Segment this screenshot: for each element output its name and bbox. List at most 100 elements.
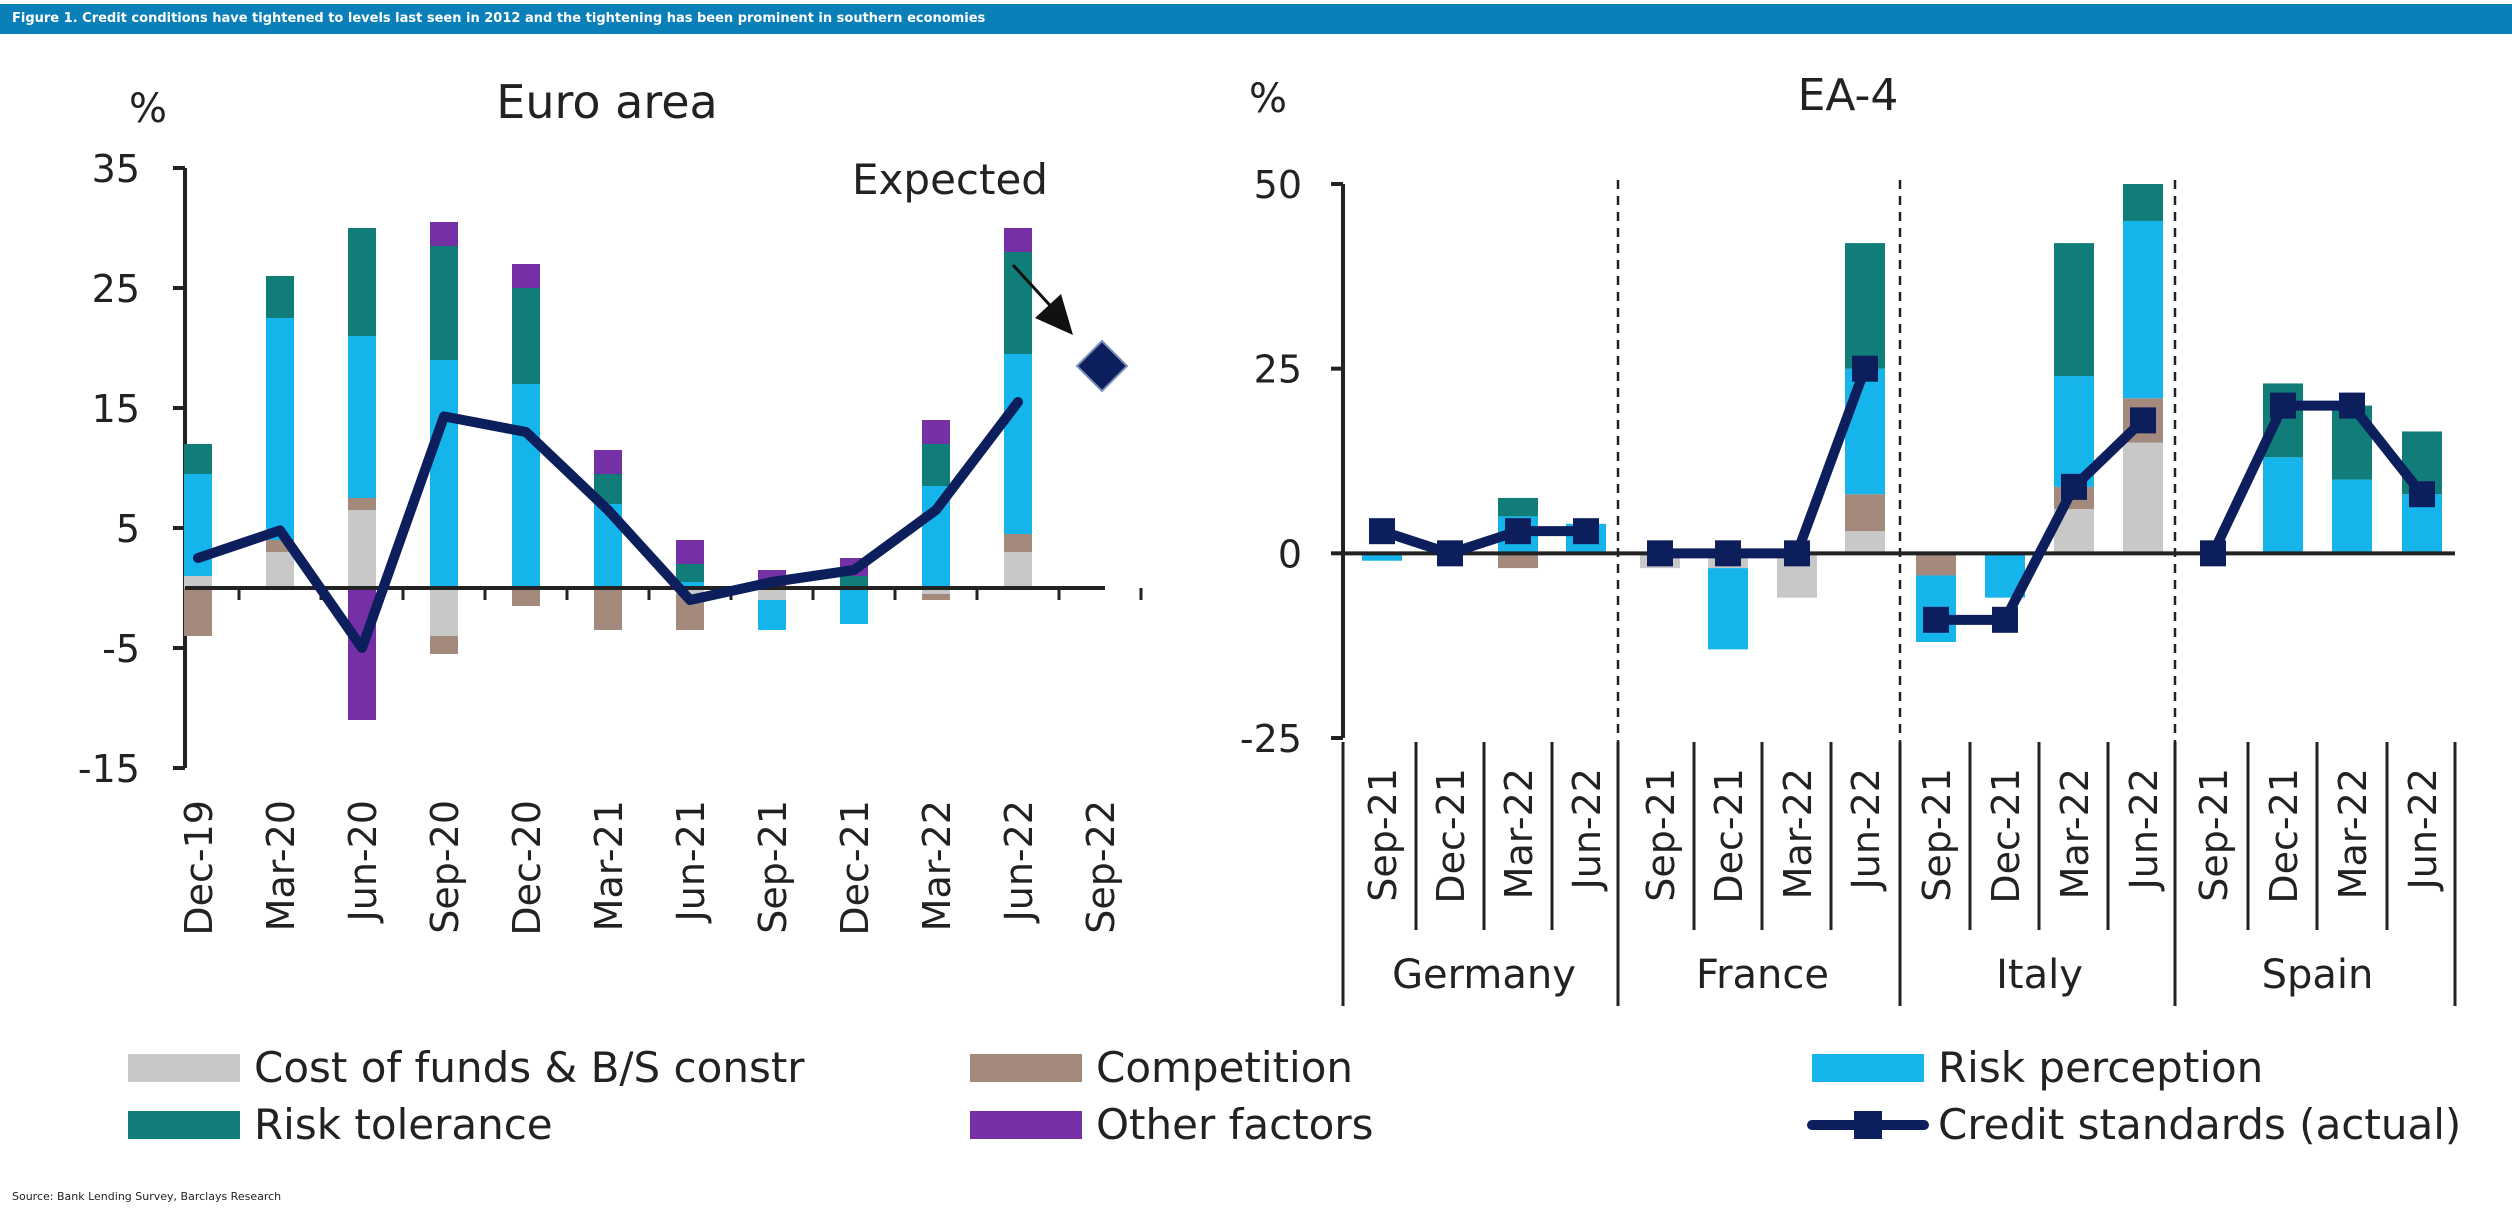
ea4-credit-standards-marker-10 xyxy=(2061,473,2087,500)
euro-y-tick-label-3: 5 xyxy=(116,507,140,551)
ea4-x-label-4: Sep-21 xyxy=(1639,768,1683,902)
ea4-x-label-5: Dec-21 xyxy=(1707,768,1751,904)
ea4-x-label-0: Sep-21 xyxy=(1361,768,1405,902)
legend-label-competition: Competition xyxy=(1096,1043,1353,1092)
euro-bar-risk_tolerance-0 xyxy=(184,444,212,474)
ea4-bar-risk_tolerance-7 xyxy=(1845,243,1885,369)
legend-swatch-competition xyxy=(970,1054,1082,1082)
ea4-bar-risk_perception-7 xyxy=(1845,368,1885,495)
ea4-credit-standards-marker-1 xyxy=(1437,540,1463,567)
euro-x-label-4: Dec-20 xyxy=(505,800,549,936)
ea4-credit-standards-marker-7 xyxy=(1852,355,1878,382)
euro-bar-risk_perception-7 xyxy=(758,600,786,630)
ea4-credit-standards-marker-0 xyxy=(1369,518,1395,545)
euro-bar-other_factors-9 xyxy=(922,420,950,444)
ea4-bar-risk_perception-14 xyxy=(2332,479,2372,554)
euro-expected-arrow-head xyxy=(1035,294,1073,335)
euro-x-label-3: Sep-20 xyxy=(423,800,467,934)
euro-y-tick-label-4: -5 xyxy=(102,627,140,671)
euro-bar-risk_tolerance-4 xyxy=(512,288,540,384)
ea4-credit-standards-line-2 xyxy=(1936,416,2147,625)
euro-chart-title: Euro area xyxy=(496,75,717,129)
ea4-bar-competition-2 xyxy=(1498,553,1538,569)
ea4-credit-standards-marker-11 xyxy=(2130,407,2156,434)
ea4-x-label-2: Mar-22 xyxy=(1497,768,1541,899)
euro-y-tick-label-0: 35 xyxy=(92,147,140,191)
euro-x-label-2: Jun-20 xyxy=(341,800,385,923)
ea4-bar-risk_perception-5 xyxy=(1708,568,1748,650)
ea4-bar-competition-7 xyxy=(1845,494,1885,532)
euro-bar-cost_of_funds-2 xyxy=(348,510,376,588)
ea4-x-label-9: Dec-21 xyxy=(1984,768,2028,904)
ea4-credit-standards-marker-3 xyxy=(1573,518,1599,545)
ea4-bar-risk_perception-13 xyxy=(2263,457,2303,554)
ea4-bar-cost_of_funds-11 xyxy=(2123,442,2163,554)
ea4-credit-standards-marker-8 xyxy=(1923,606,1949,633)
ea4-x-label-10: Mar-22 xyxy=(2053,768,2097,899)
euro-bar-cost_of_funds-7 xyxy=(758,588,786,600)
euro-bar-other_factors-10 xyxy=(1004,228,1032,252)
euro-bar-competition-5 xyxy=(594,588,622,630)
ea4-bar-risk_tolerance-2 xyxy=(1498,497,1538,517)
ea4-x-label-3: Jun-22 xyxy=(1565,768,1609,891)
euro-expected-label: Expected xyxy=(852,155,1048,204)
euro-bar-other_factors-6 xyxy=(676,540,704,564)
ea4-bar-competition-8 xyxy=(1916,553,1956,576)
euro-x-label-8: Dec-21 xyxy=(833,800,877,936)
euro-bar-other_factors-5 xyxy=(594,450,622,474)
ea4-credit-standards-marker-4 xyxy=(1647,540,1673,567)
euro-bar-risk_tolerance-8 xyxy=(840,576,868,588)
euro-bar-competition-2 xyxy=(348,498,376,510)
euro-x-label-0: Dec-19 xyxy=(177,800,221,936)
ea4-x-label-1: Dec-21 xyxy=(1429,768,1473,904)
ea4-credit-standards-marker-5 xyxy=(1715,540,1741,567)
ea4-x-label-11: Jun-22 xyxy=(2122,768,2166,891)
euro-bar-risk_tolerance-3 xyxy=(430,246,458,360)
figure-title: Figure 1. Credit conditions have tighten… xyxy=(0,4,2512,34)
ea4-x-label-12: Sep-21 xyxy=(2192,768,2236,902)
euro-x-label-11: Sep-22 xyxy=(1079,800,1123,934)
ea4-chart-ylabel: % xyxy=(1249,76,1287,122)
euro-x-label-6: Jun-21 xyxy=(669,800,713,923)
euro-chart-ylabel: % xyxy=(129,86,167,132)
euro-bar-cost_of_funds-3 xyxy=(430,588,458,636)
legend-label-risk_perception: Risk perception xyxy=(1938,1043,2263,1092)
euro-bar-risk_tolerance-1 xyxy=(266,276,294,318)
euro-bar-risk_tolerance-2 xyxy=(348,228,376,336)
ea4-group-label-1: France xyxy=(1696,952,1829,998)
euro-bar-risk_tolerance-9 xyxy=(922,444,950,486)
legend-label-other_factors: Other factors xyxy=(1096,1100,1374,1149)
ea4-bar-risk_tolerance-10 xyxy=(2054,243,2094,377)
ea4-x-label-15: Jun-22 xyxy=(2401,768,2445,891)
euro-bar-risk_perception-8 xyxy=(840,588,868,624)
euro-bar-cost_of_funds-6 xyxy=(676,588,704,594)
ea4-credit-standards-line-1 xyxy=(1660,366,1870,559)
ea4-y-tick-label-2: 0 xyxy=(1278,532,1302,576)
ea4-credit-standards-marker-13 xyxy=(2270,392,2296,419)
euro-bar-cost_of_funds-1 xyxy=(266,552,294,588)
euro-x-label-7: Sep-21 xyxy=(751,800,795,934)
euro-bar-risk_tolerance-6 xyxy=(676,564,704,582)
ea4-credit-standards-line-3 xyxy=(2208,400,2426,556)
euro-bar-cost_of_funds-9 xyxy=(922,588,950,594)
legend-label-risk_tolerance: Risk tolerance xyxy=(254,1100,553,1149)
euro-y-tick-label-2: 15 xyxy=(92,387,140,431)
ea4-x-label-6: Mar-22 xyxy=(1776,768,1820,899)
ea4-bar-cost_of_funds-7 xyxy=(1845,531,1885,554)
ea4-credit-standards-marker-2 xyxy=(1505,518,1531,545)
euro-x-label-10: Jun-22 xyxy=(997,800,1041,923)
ea4-x-label-7: Jun-22 xyxy=(1844,768,1888,891)
euro-bar-competition-10 xyxy=(1004,534,1032,552)
legend-swatch-risk_tolerance xyxy=(128,1111,240,1139)
ea4-y-tick-label-3: -25 xyxy=(1240,717,1302,761)
euro-bar-risk_tolerance-10 xyxy=(1004,252,1032,354)
ea4-credit-standards-marker-12 xyxy=(2200,540,2226,567)
euro-bar-risk_perception-1 xyxy=(266,318,294,540)
euro-bar-competition-0 xyxy=(184,588,212,636)
ea4-credit-standards-line-0 xyxy=(1380,526,1586,559)
euro-bar-cost_of_funds-0 xyxy=(184,576,212,588)
ea4-chart-title: EA-4 xyxy=(1798,70,1899,121)
ea4-bar-risk_perception-0 xyxy=(1362,553,1402,561)
legend: Cost of funds & B/S constr Competition Ris… xyxy=(128,1043,2461,1149)
